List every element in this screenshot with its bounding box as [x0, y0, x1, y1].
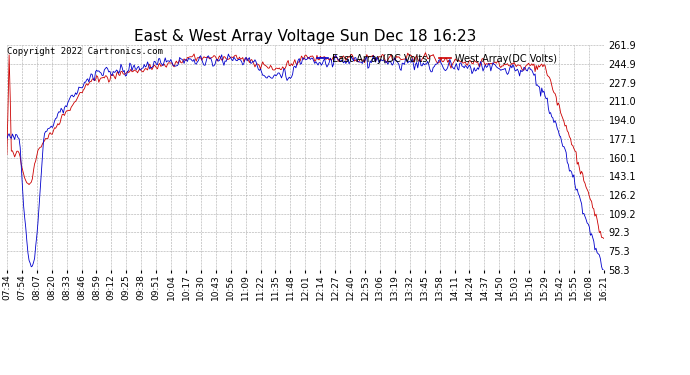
Title: East & West Array Voltage Sun Dec 18 16:23: East & West Array Voltage Sun Dec 18 16:…: [134, 29, 477, 44]
Text: Copyright 2022 Cartronics.com: Copyright 2022 Cartronics.com: [8, 47, 164, 56]
Legend: East Array(DC Volts), West Array(DC Volts): East Array(DC Volts), West Array(DC Volt…: [313, 50, 560, 68]
